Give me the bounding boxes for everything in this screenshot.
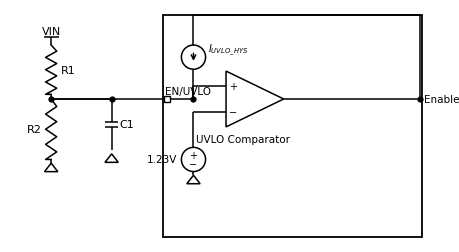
Bar	[164, 96, 170, 103]
Text: +: +	[190, 150, 197, 160]
Text: EN/UVLO: EN/UVLO	[165, 87, 211, 97]
Text: +: +	[229, 82, 236, 92]
Text: C1: C1	[119, 120, 134, 130]
Text: 1.23V: 1.23V	[146, 155, 177, 165]
Text: R1: R1	[61, 66, 75, 75]
Text: $I_{UVLO\_HYS}$: $I_{UVLO\_HYS}$	[208, 43, 249, 58]
Text: UVLO Comparator: UVLO Comparator	[196, 135, 291, 145]
Text: Enable: Enable	[424, 94, 459, 105]
Text: −: −	[190, 160, 197, 170]
Text: R2: R2	[27, 125, 42, 135]
Text: VIN: VIN	[41, 27, 61, 37]
Bar	[163, 16, 422, 237]
Text: −: −	[229, 107, 236, 117]
